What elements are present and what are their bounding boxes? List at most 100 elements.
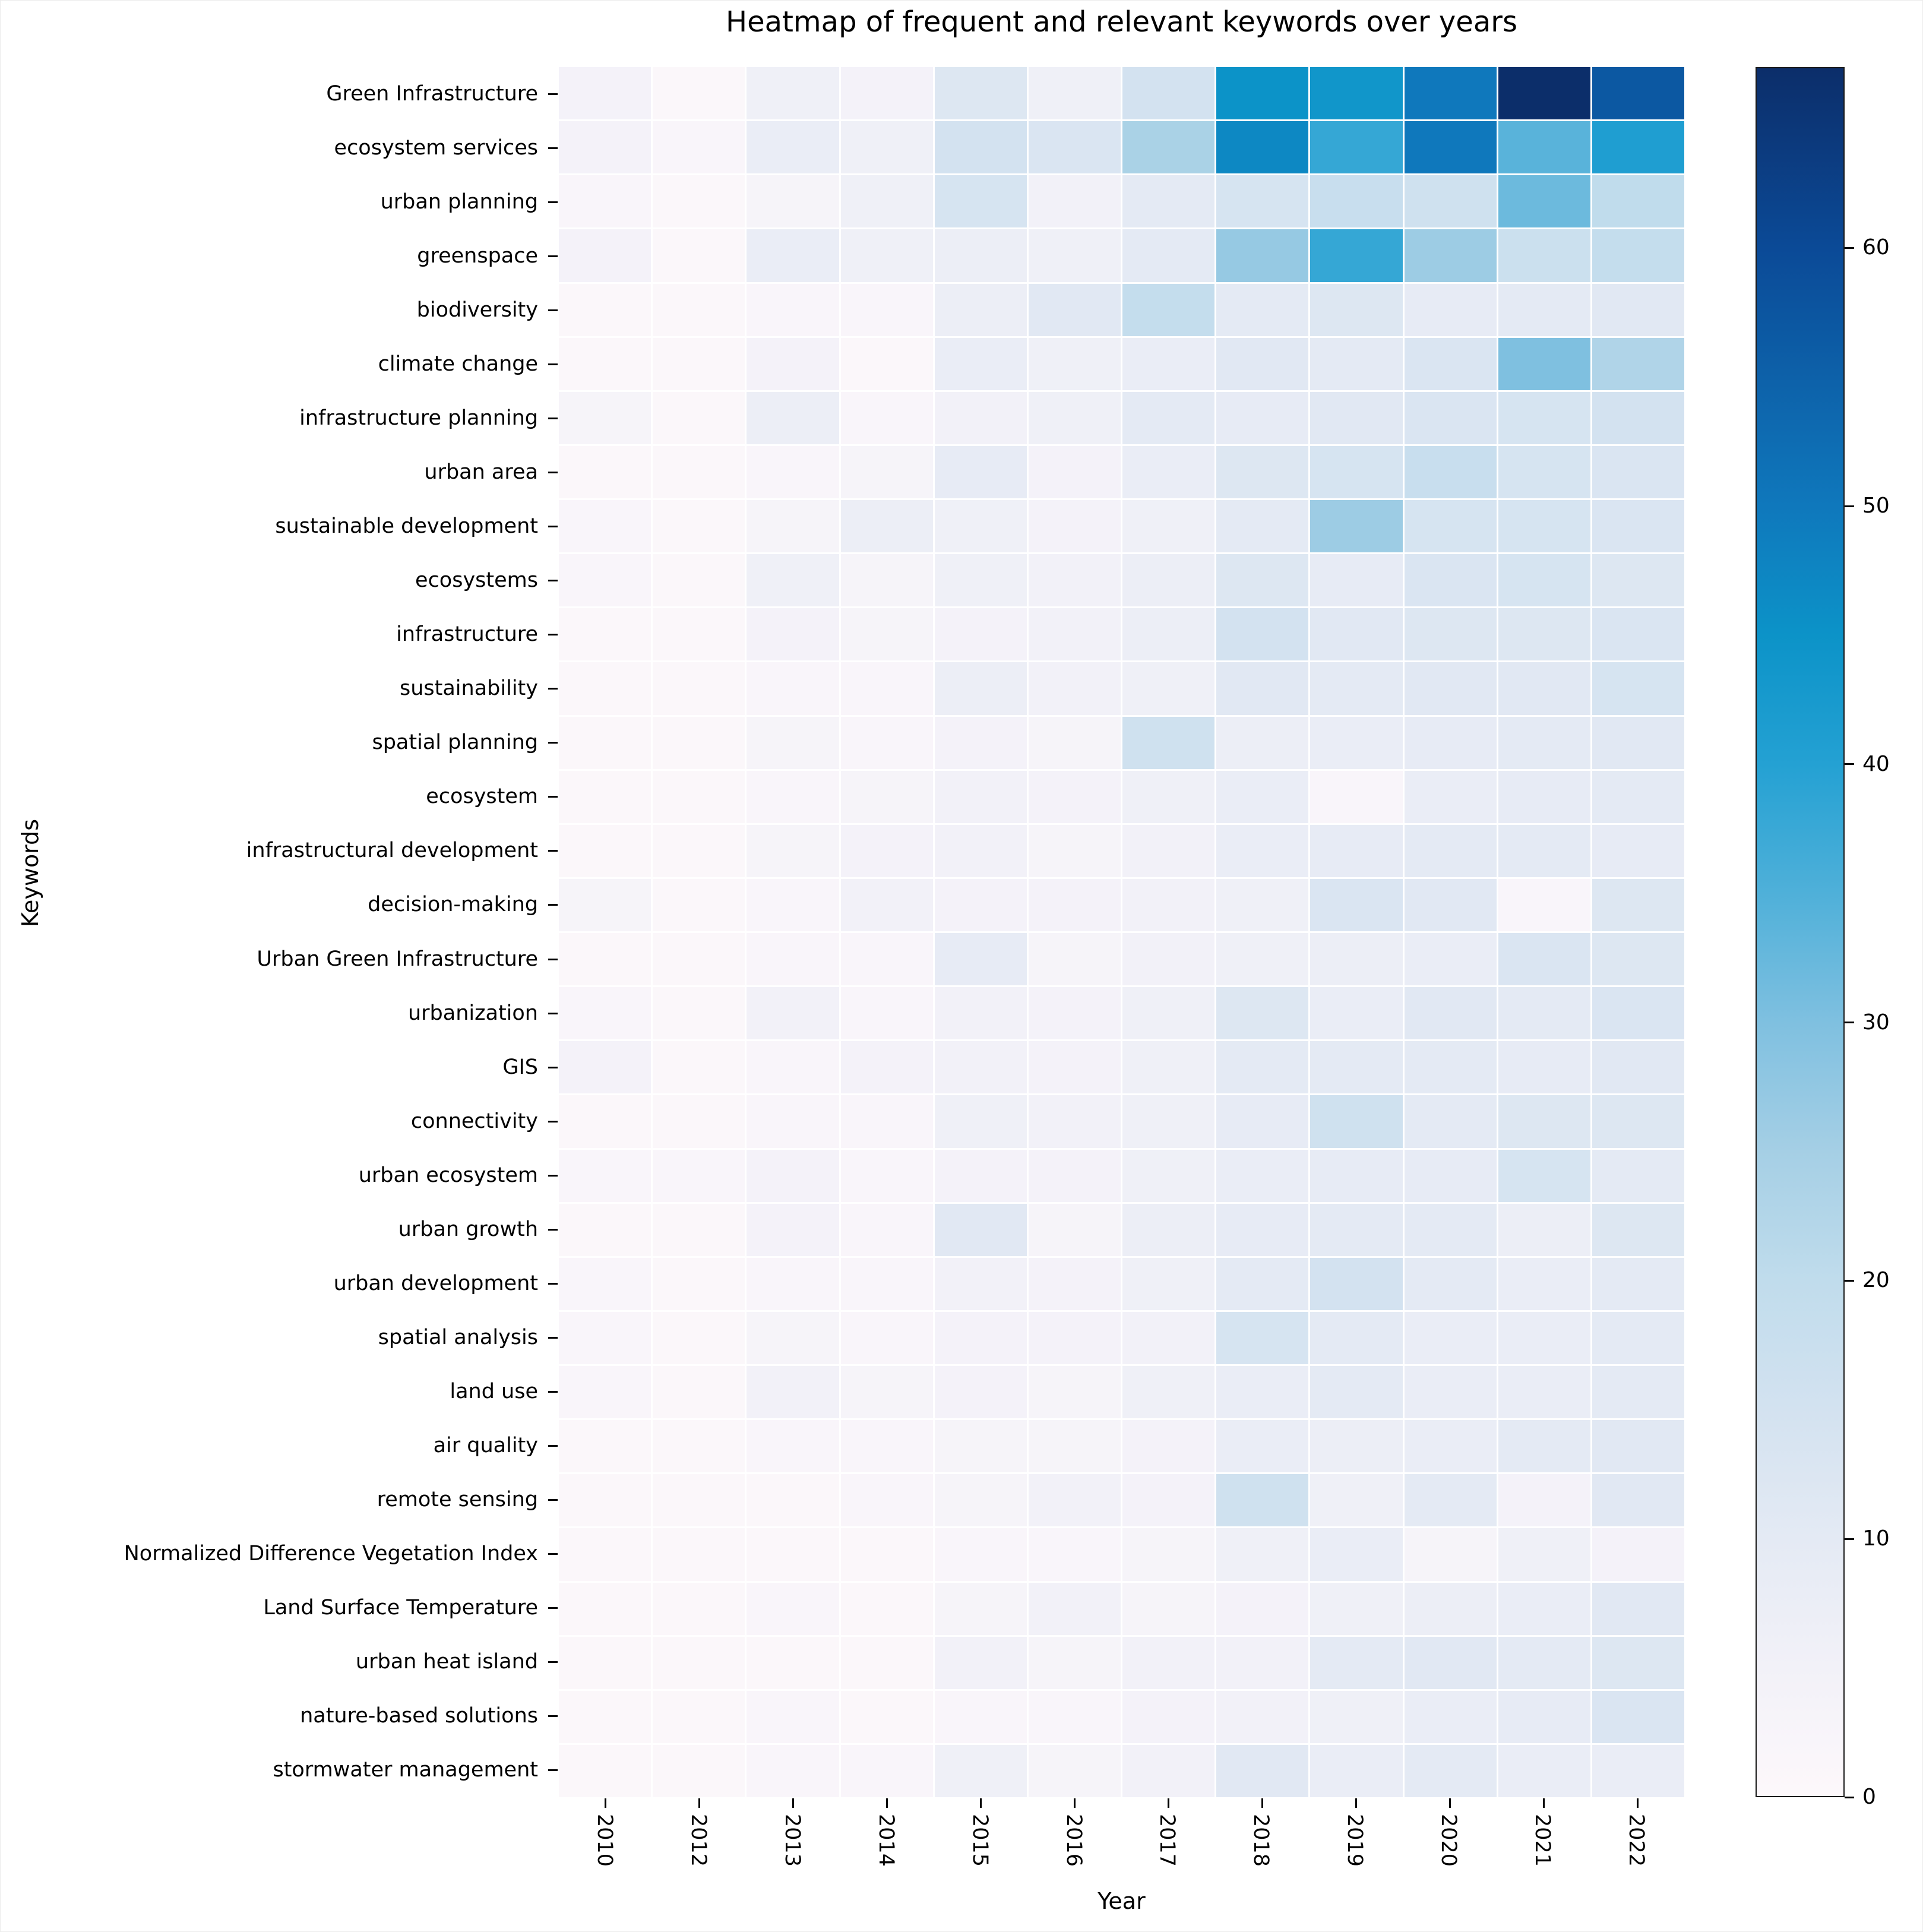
heatmap-cell xyxy=(747,1095,839,1148)
heatmap-cell xyxy=(1216,1149,1309,1202)
x-tick-mark xyxy=(1355,1798,1357,1808)
heatmap-cell xyxy=(934,1095,1027,1148)
heatmap-cell xyxy=(1028,662,1121,715)
heatmap-cell xyxy=(747,1528,839,1581)
x-tick-label: 2012 xyxy=(686,1814,710,1867)
heatmap-cell xyxy=(1028,987,1121,1040)
heatmap-cell xyxy=(1310,67,1403,120)
heatmap-cell xyxy=(1404,1528,1497,1581)
x-tick-mark xyxy=(1074,1798,1076,1808)
heatmap-cell xyxy=(1028,1041,1121,1094)
y-tick-mark xyxy=(548,526,558,528)
heatmap-cell xyxy=(1498,824,1590,877)
y-tick-mark xyxy=(548,1012,558,1014)
heatmap-cell xyxy=(1310,1203,1403,1256)
heatmap-cell xyxy=(1028,445,1121,498)
heatmap-cell xyxy=(840,554,933,607)
heatmap-cell xyxy=(653,554,745,607)
heatmap-cell xyxy=(1028,283,1121,336)
heatmap-cell xyxy=(1216,229,1309,282)
heatmap-cell xyxy=(1404,229,1497,282)
heatmap-cell xyxy=(747,1149,839,1202)
heatmap-cell xyxy=(1310,1474,1403,1527)
y-tick-label: urban growth xyxy=(398,1217,538,1241)
heatmap-cell xyxy=(1122,1311,1215,1364)
heatmap-cell xyxy=(559,1149,651,1202)
y-tick-label: urban heat island xyxy=(355,1649,538,1674)
heatmap-cell xyxy=(1310,283,1403,336)
heatmap-cell xyxy=(1122,1582,1215,1635)
heatmap-cell xyxy=(559,770,651,823)
heatmap-cell xyxy=(1592,824,1684,877)
heatmap-cell xyxy=(934,391,1027,444)
heatmap-cell xyxy=(559,229,651,282)
heatmap-cell xyxy=(747,1366,839,1419)
heatmap-cell xyxy=(559,1474,651,1527)
heatmap-cell xyxy=(1216,283,1309,336)
heatmap-cell xyxy=(1122,121,1215,174)
heatmap-cell xyxy=(1216,716,1309,769)
heatmap-cell xyxy=(1310,337,1403,390)
y-tick-mark xyxy=(548,1661,558,1663)
heatmap-cell xyxy=(1592,1582,1684,1635)
heatmap-cell xyxy=(653,1582,745,1635)
heatmap-cell xyxy=(840,1149,933,1202)
colorbar-tick-label: 40 xyxy=(1862,751,1890,776)
y-tick-mark xyxy=(548,1120,558,1122)
heatmap-cell xyxy=(1122,933,1215,986)
colorbar-tick-mark xyxy=(1845,1279,1854,1282)
heatmap-cell xyxy=(1028,1636,1121,1689)
heatmap-cell xyxy=(653,1528,745,1581)
heatmap-cell xyxy=(1028,67,1121,120)
heatmap-cell xyxy=(1404,770,1497,823)
heatmap-cell xyxy=(1310,662,1403,715)
heatmap-cell xyxy=(1592,1257,1684,1310)
heatmap-cell xyxy=(1216,1311,1309,1364)
heatmap-cell xyxy=(1498,770,1590,823)
heatmap-cell xyxy=(1216,1528,1309,1581)
heatmap-cell xyxy=(1592,1474,1684,1527)
heatmap-cell xyxy=(1498,337,1590,390)
heatmap-cell xyxy=(934,1257,1027,1310)
heatmap-cell xyxy=(1216,67,1309,120)
heatmap-cell xyxy=(1310,933,1403,986)
heatmap-cell xyxy=(1592,1149,1684,1202)
y-tick-label: infrastructure planning xyxy=(299,406,538,431)
heatmap-cell xyxy=(747,337,839,390)
heatmap-cell xyxy=(653,1744,745,1797)
heatmap-cell xyxy=(1592,1528,1684,1581)
heatmap-cell xyxy=(1404,1095,1497,1148)
heatmap-cell xyxy=(1310,770,1403,823)
heatmap-cell xyxy=(1122,1149,1215,1202)
heatmap-cell xyxy=(1310,1582,1403,1635)
heatmap-cell xyxy=(1028,1149,1121,1202)
heatmap-cell xyxy=(934,878,1027,931)
heatmap-cell xyxy=(559,608,651,661)
heatmap-cell xyxy=(1498,1690,1590,1743)
heatmap-cell xyxy=(1216,1744,1309,1797)
x-tick-label: 2018 xyxy=(1249,1814,1273,1867)
heatmap-cell xyxy=(1122,445,1215,498)
heatmap-cell xyxy=(1404,1474,1497,1527)
heatmap-cell xyxy=(1498,987,1590,1040)
heatmap-cell xyxy=(1498,391,1590,444)
heatmap-cell xyxy=(1216,445,1309,498)
x-tick-label: 2022 xyxy=(1624,1814,1649,1867)
y-tick-label: nature-based solutions xyxy=(300,1703,538,1728)
y-tick-mark xyxy=(548,363,558,366)
heatmap-cell xyxy=(840,1203,933,1256)
x-tick-label: 2020 xyxy=(1437,1814,1461,1867)
heatmap-cell xyxy=(1404,878,1497,931)
heatmap-cell xyxy=(934,121,1027,174)
heatmap-cell xyxy=(1310,1528,1403,1581)
heatmap-cell xyxy=(1216,554,1309,607)
heatmap-cell xyxy=(1498,608,1590,661)
heatmap-cell xyxy=(1592,283,1684,336)
heatmap-cell xyxy=(747,716,839,769)
heatmap-cell xyxy=(1498,1311,1590,1364)
heatmap-cell xyxy=(840,283,933,336)
heatmap-cell xyxy=(747,500,839,553)
y-tick-label: Urban Green Infrastructure xyxy=(257,947,538,971)
heatmap-cell xyxy=(747,1420,839,1473)
heatmap-cell xyxy=(934,554,1027,607)
